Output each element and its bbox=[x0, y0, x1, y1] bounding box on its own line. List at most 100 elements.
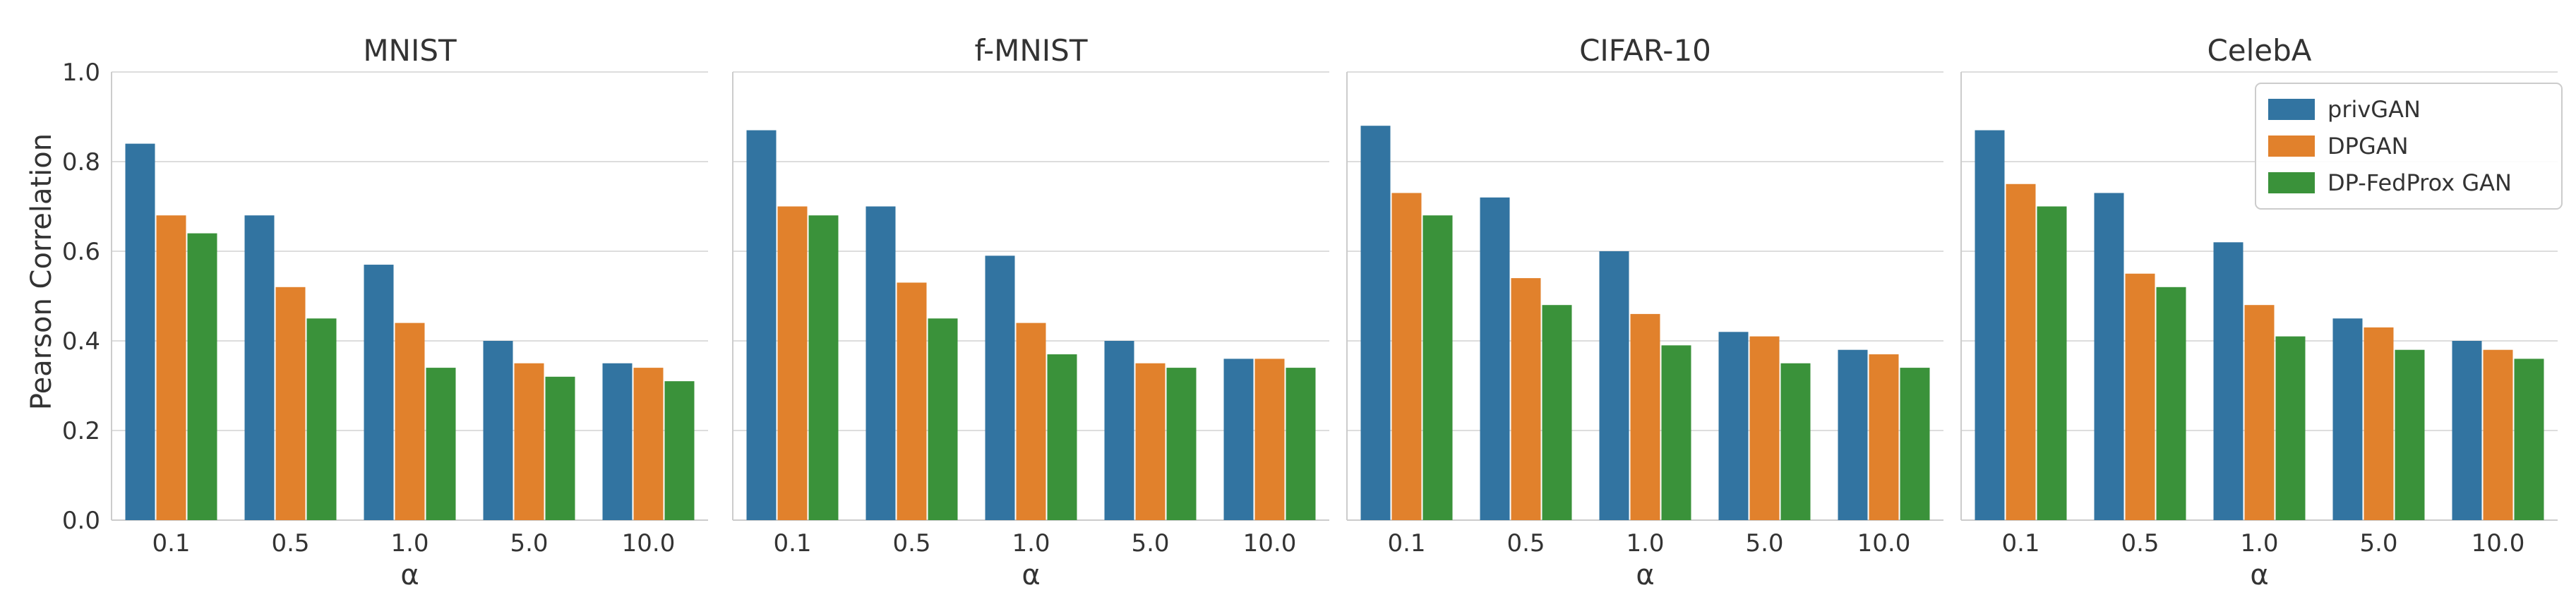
x-axis-label: α bbox=[1636, 559, 1654, 590]
bar-privgan-1.0 bbox=[1599, 251, 1629, 520]
bar-privgan-5.0 bbox=[1718, 332, 1749, 520]
bar-privgan-0.5 bbox=[244, 215, 275, 520]
bar-dpgan-5.0 bbox=[1135, 363, 1166, 520]
legend-label: privGAN bbox=[2328, 96, 2421, 123]
bar-privgan-10.0 bbox=[1223, 359, 1254, 520]
bar-privgan-1.0 bbox=[2213, 242, 2243, 520]
bar-dpgan-5.0 bbox=[1749, 336, 1780, 520]
bar-privgan-0.5 bbox=[865, 206, 896, 520]
y-tick-label: 0.6 bbox=[62, 238, 100, 266]
panel-title: MNIST bbox=[363, 33, 457, 68]
bar-dp-fedprox-gan-1.0 bbox=[426, 368, 456, 520]
x-axis-label: α bbox=[2250, 559, 2268, 590]
bar-dpgan-1.0 bbox=[2244, 305, 2275, 520]
bar-dp-fedprox-gan-0.1 bbox=[1422, 215, 1453, 520]
panel-title: CIFAR-10 bbox=[1579, 33, 1711, 68]
bar-dp-fedprox-gan-0.1 bbox=[2037, 206, 2067, 520]
x-axis-label: α bbox=[400, 559, 419, 590]
bar-privgan-0.5 bbox=[2094, 193, 2124, 520]
bar-dp-fedprox-gan-10.0 bbox=[1286, 368, 1316, 520]
bar-dp-fedprox-gan-1.0 bbox=[1661, 345, 1691, 520]
x-tick-label: 0.5 bbox=[271, 529, 309, 558]
y-axis-label: Pearson Correlation bbox=[25, 133, 58, 410]
bar-privgan-1.0 bbox=[364, 265, 394, 520]
x-tick-label: 0.1 bbox=[2001, 529, 2039, 558]
panel-1: 0.0 0.2 0.4 0.6 0.8 1.0 MNIST 0.1 0.5 1.0 5.0 10.0 α bbox=[62, 33, 708, 590]
panel-title: CelebA bbox=[2207, 33, 2311, 68]
bar-dpgan-0.1 bbox=[777, 206, 808, 520]
bar-privgan-5.0 bbox=[2332, 318, 2363, 520]
legend-box bbox=[2255, 83, 2563, 210]
bar-dpgan-1.0 bbox=[1016, 323, 1046, 520]
x-tick-label: 1.0 bbox=[1626, 529, 1664, 558]
bar-privgan-0.1 bbox=[1360, 126, 1391, 520]
bar-dp-fedprox-gan-0.5 bbox=[2156, 287, 2186, 520]
bar-dp-fedprox-gan-5.0 bbox=[1166, 368, 1197, 520]
panel-3: CIFAR-10 0.1 0.5 1.0 5.0 10.0 α bbox=[1346, 33, 1943, 590]
x-tick-label: 0.5 bbox=[892, 529, 930, 558]
bar-privgan-0.5 bbox=[1480, 197, 1510, 520]
panel-2: f-MNIST 0.1 0.5 1.0 5.0 10.0 α bbox=[732, 33, 1329, 590]
x-tick-label: 1.0 bbox=[1012, 529, 1050, 558]
bar-privgan-10.0 bbox=[2452, 341, 2482, 520]
bar-dpgan-10.0 bbox=[633, 368, 664, 520]
legend-swatch bbox=[2268, 99, 2315, 120]
x-tick-label: 5.0 bbox=[510, 529, 548, 558]
x-tick-label: 10.0 bbox=[1857, 529, 1911, 558]
x-tick-label: 0.1 bbox=[1387, 529, 1425, 558]
panel-4: CelebA 0.1 0.5 1.0 5.0 10.0 α bbox=[1960, 33, 2558, 590]
bar-dpgan-0.1 bbox=[2006, 183, 2036, 520]
bar-dpgan-5.0 bbox=[2364, 327, 2394, 520]
bar-privgan-5.0 bbox=[483, 341, 513, 520]
bar-dp-fedprox-gan-0.5 bbox=[1542, 305, 1572, 520]
y-tick-label: 0.2 bbox=[62, 417, 100, 445]
x-axis-label: α bbox=[1022, 559, 1040, 590]
bar-privgan-5.0 bbox=[1104, 341, 1134, 520]
panel-title: f-MNIST bbox=[974, 33, 1087, 68]
x-tick-label: 0.1 bbox=[152, 529, 190, 558]
legend-swatch bbox=[2268, 136, 2315, 157]
x-tick-label: 0.5 bbox=[2121, 529, 2159, 558]
y-tick-label: 1.0 bbox=[62, 59, 100, 87]
bar-dp-fedprox-gan-10.0 bbox=[1900, 368, 1930, 520]
bar-dpgan-0.1 bbox=[156, 215, 186, 520]
bar-dpgan-1.0 bbox=[395, 323, 425, 520]
x-tick-label: 1.0 bbox=[2240, 529, 2278, 558]
bar-privgan-10.0 bbox=[602, 363, 633, 520]
y-tick-label: 0.0 bbox=[62, 507, 100, 535]
panels: 0.0 0.2 0.4 0.6 0.8 1.0 MNIST 0.1 0.5 1.0 5.0 10.0 α… bbox=[62, 33, 2558, 590]
bar-dp-fedprox-gan-0.5 bbox=[928, 318, 958, 520]
bar-privgan-1.0 bbox=[985, 255, 1015, 520]
x-tick-label: 5.0 bbox=[2359, 529, 2397, 558]
bar-dp-fedprox-gan-1.0 bbox=[2275, 336, 2306, 520]
x-tick-label: 0.5 bbox=[1506, 529, 1545, 558]
bar-dp-fedprox-gan-5.0 bbox=[1780, 363, 1811, 520]
bar-dpgan-1.0 bbox=[1630, 313, 1660, 520]
x-tick-label: 10.0 bbox=[622, 529, 676, 558]
legend-swatch bbox=[2268, 172, 2315, 193]
x-tick-label: 0.1 bbox=[773, 529, 811, 558]
x-tick-label: 5.0 bbox=[1745, 529, 1783, 558]
bar-dp-fedprox-gan-10.0 bbox=[2514, 359, 2544, 520]
bar-dpgan-10.0 bbox=[2483, 349, 2513, 520]
bar-dp-fedprox-gan-5.0 bbox=[2395, 349, 2425, 520]
bar-dpgan-10.0 bbox=[1869, 354, 1899, 520]
bar-privgan-10.0 bbox=[1838, 349, 1868, 520]
bar-dp-fedprox-gan-1.0 bbox=[1047, 354, 1077, 520]
x-tick-label: 1.0 bbox=[390, 529, 429, 558]
legend-label: DP-FedProx GAN bbox=[2328, 169, 2512, 196]
bar-dpgan-0.1 bbox=[1391, 193, 1422, 520]
bar-privgan-0.1 bbox=[125, 143, 155, 521]
y-tick-label: 0.4 bbox=[62, 327, 100, 356]
bar-dpgan-0.5 bbox=[2125, 273, 2155, 520]
bar-dp-fedprox-gan-5.0 bbox=[545, 376, 575, 520]
bar-dpgan-0.5 bbox=[275, 287, 306, 520]
bar-dp-fedprox-gan-0.1 bbox=[187, 233, 217, 520]
bar-privgan-0.1 bbox=[746, 130, 777, 521]
bar-dp-fedprox-gan-10.0 bbox=[664, 381, 695, 520]
x-tick-label: 10.0 bbox=[2472, 529, 2525, 558]
bar-dp-fedprox-gan-0.1 bbox=[808, 215, 839, 520]
x-tick-label: 10.0 bbox=[1243, 529, 1297, 558]
bar-privgan-0.1 bbox=[1975, 130, 2005, 521]
